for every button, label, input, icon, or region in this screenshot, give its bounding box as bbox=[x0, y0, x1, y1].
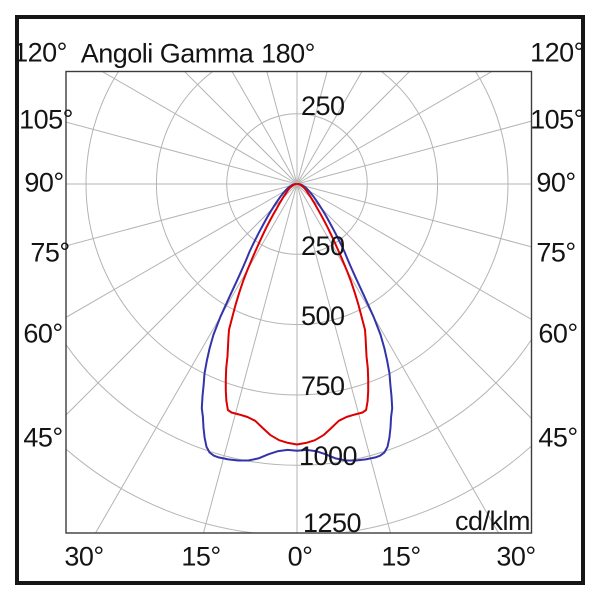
ring-label-500: 500 bbox=[301, 301, 345, 331]
angle-label-bottom-0: 0° bbox=[287, 541, 313, 572]
angle-label-left-90: 90° bbox=[24, 167, 64, 198]
plot-area-border bbox=[65, 70, 533, 534]
angle-label-top-180: 180° bbox=[261, 38, 315, 69]
angle-label-bottom-15L: 15° bbox=[181, 541, 221, 572]
angle-label-bottom-15R: 15° bbox=[381, 541, 421, 572]
angle-label-left-45: 45° bbox=[23, 422, 63, 453]
ring-label-1250: 1250 bbox=[303, 508, 362, 538]
angle-label-left-60: 60° bbox=[23, 318, 63, 349]
angle-label-right-75: 75° bbox=[536, 237, 576, 268]
red-curve bbox=[224, 183, 370, 446]
angle-label-bottom-30L: 30° bbox=[64, 541, 104, 572]
angle-label-right-90: 90° bbox=[536, 167, 576, 198]
ring-label-1000: 1000 bbox=[299, 441, 358, 471]
ring-label-250: 250 bbox=[301, 231, 345, 261]
angle-label-right-45: 45° bbox=[538, 422, 578, 453]
angle-label-left-75: 75° bbox=[30, 237, 70, 268]
chart-title: Angoli Gamma bbox=[80, 38, 254, 69]
blue-curve bbox=[200, 183, 394, 462]
angle-label-right-60: 60° bbox=[538, 318, 578, 349]
ring-label-250-top: 250 bbox=[301, 91, 345, 121]
unit-label-cd-klm: cd/klm bbox=[454, 506, 531, 536]
outer-border bbox=[15, 15, 585, 585]
angle-label-right-105: 105° bbox=[530, 104, 584, 135]
angle-label-right-120: 120° bbox=[530, 37, 584, 68]
angle-label-left-105: 105° bbox=[19, 104, 73, 135]
angle-label-bottom-30R: 30° bbox=[496, 541, 536, 572]
angle-label-left-120: 120° bbox=[13, 37, 67, 68]
ring-label-750: 750 bbox=[301, 371, 345, 401]
